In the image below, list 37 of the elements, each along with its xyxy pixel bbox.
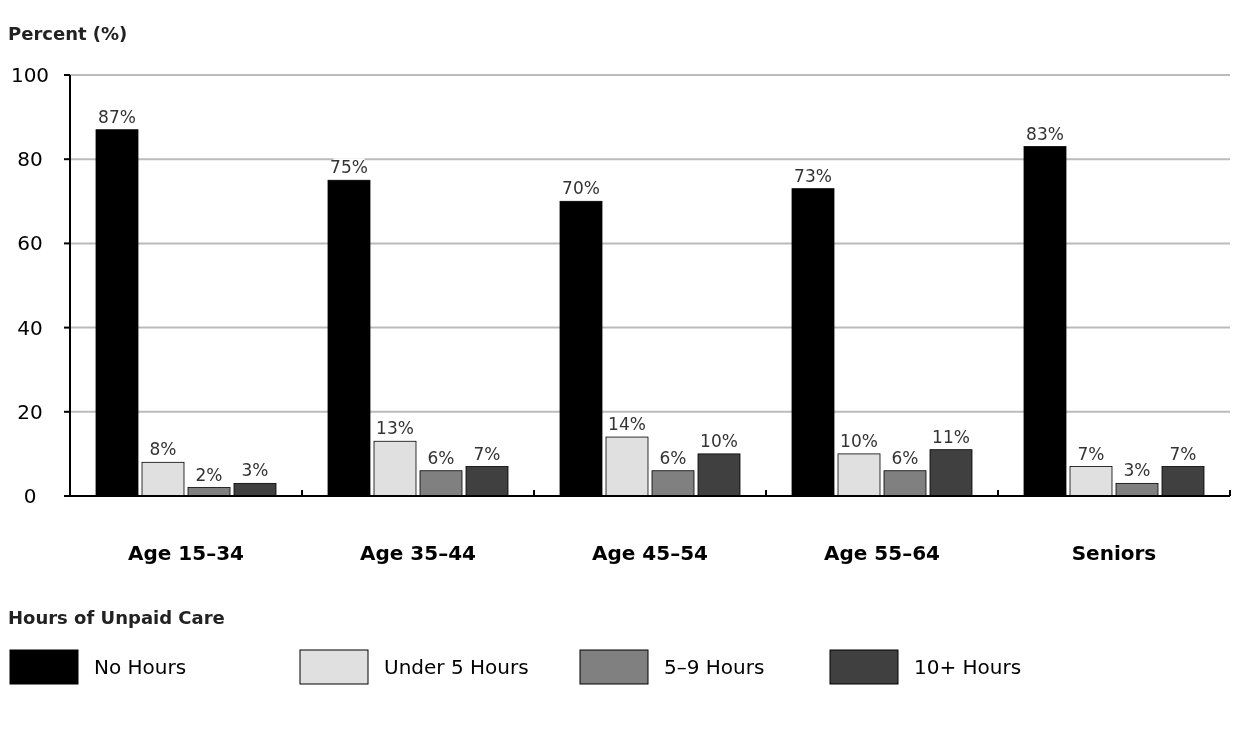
data-label: 3% [1123, 460, 1151, 481]
y-tick-label: 60 [17, 231, 43, 256]
x-tick-label: Age 15–34 [128, 541, 244, 565]
y-tick-label: 20 [17, 399, 43, 424]
data-label: 6% [427, 447, 455, 468]
legend-label: 5–9 Hours [664, 655, 765, 679]
data-label: 70% [562, 178, 600, 199]
data-label: 87% [98, 106, 136, 127]
legend-label: No Hours [94, 655, 187, 679]
data-label: 3% [241, 460, 269, 481]
x-tick-label: Age 35–44 [360, 541, 476, 565]
legend-label: Under 5 Hours [384, 655, 529, 679]
x-tick-label: Age 55–64 [824, 541, 940, 565]
y-tick-label: 40 [17, 315, 43, 340]
y-axis-title: Percent (%) [8, 23, 128, 44]
y-tick-label: 0 [23, 484, 37, 508]
legend-title: Hours of Unpaid Care [8, 607, 225, 628]
data-label: 7% [473, 443, 501, 464]
data-label: 10% [840, 430, 878, 451]
legend-label: 10+ Hours [914, 655, 1022, 679]
data-label: 8% [149, 439, 177, 460]
data-label: 2% [195, 464, 223, 485]
data-label: 13% [376, 418, 414, 439]
data-label: 83% [1026, 123, 1064, 144]
data-label: 73% [794, 165, 832, 186]
data-label: 14% [608, 414, 646, 435]
data-label: 7% [1169, 443, 1197, 464]
data-label: 6% [891, 447, 919, 468]
data-label: 6% [659, 447, 687, 468]
data-label: 11% [932, 426, 970, 447]
x-tick-label: Age 45–54 [592, 541, 708, 565]
y-tick-label: 80 [17, 147, 43, 172]
data-label: 75% [330, 157, 368, 178]
data-label: 7% [1077, 443, 1105, 464]
y-tick-label: 100 [10, 63, 50, 87]
x-tick-label: Seniors [1071, 541, 1157, 565]
data-label: 10% [700, 430, 738, 451]
